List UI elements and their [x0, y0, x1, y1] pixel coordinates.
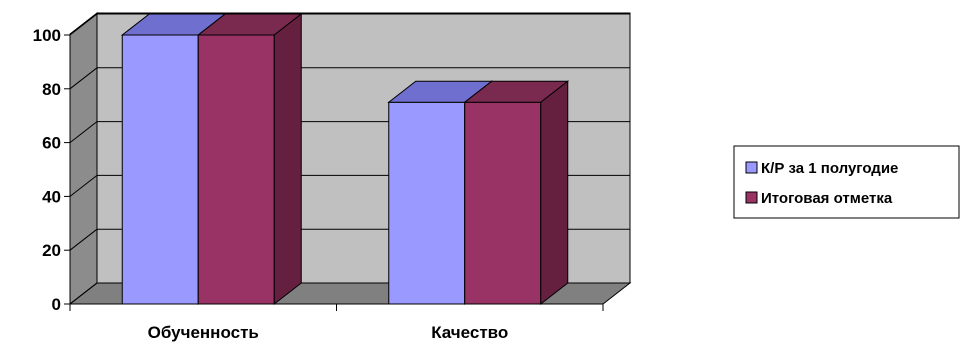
gridline-side: [69, 121, 98, 143]
gridline-side: [69, 67, 98, 90]
legend-item: Итоговая отметка: [745, 190, 893, 207]
y-axis-ticks: 0 20 40 60 80 100: [33, 26, 70, 314]
x-category-label: Обученность: [148, 323, 259, 342]
bar-side: [540, 80, 569, 306]
legend-swatch: [745, 161, 758, 174]
y-tick-label: 100: [33, 26, 61, 45]
bar: [196, 12, 303, 306]
bar-front: [388, 101, 466, 305]
chart-bars: [120, 12, 570, 306]
legend-box: [733, 145, 960, 219]
gridline-side: [69, 13, 98, 36]
gridline-side: [69, 175, 98, 197]
y-tick-label: 20: [42, 241, 61, 260]
bar-front: [121, 34, 199, 305]
bar-front: [197, 34, 275, 305]
y-tick-label: 60: [42, 134, 61, 153]
legend-item: К/Р за 1 полугодие: [745, 160, 898, 177]
side-wall: [69, 11, 98, 306]
bar: [463, 80, 570, 306]
x-axis-categories: Обученность Качество: [148, 323, 509, 342]
chart-legend: К/Р за 1 полугодие Итоговая отметка: [733, 145, 960, 219]
x-category-label: Качество: [431, 323, 508, 342]
legend-label: Итоговая отметка: [761, 190, 893, 207]
bar-side: [273, 12, 302, 306]
gridline-side: [69, 282, 98, 305]
gridline-side: [69, 228, 98, 251]
bar-front: [464, 101, 542, 305]
chart-axes: [69, 34, 604, 311]
y-tick-label: 0: [52, 295, 61, 314]
y-tick-label: 80: [42, 80, 61, 99]
y-tick-label: 40: [42, 187, 61, 206]
legend-swatch: [745, 191, 758, 204]
legend-label: К/Р за 1 полугодие: [761, 160, 898, 177]
